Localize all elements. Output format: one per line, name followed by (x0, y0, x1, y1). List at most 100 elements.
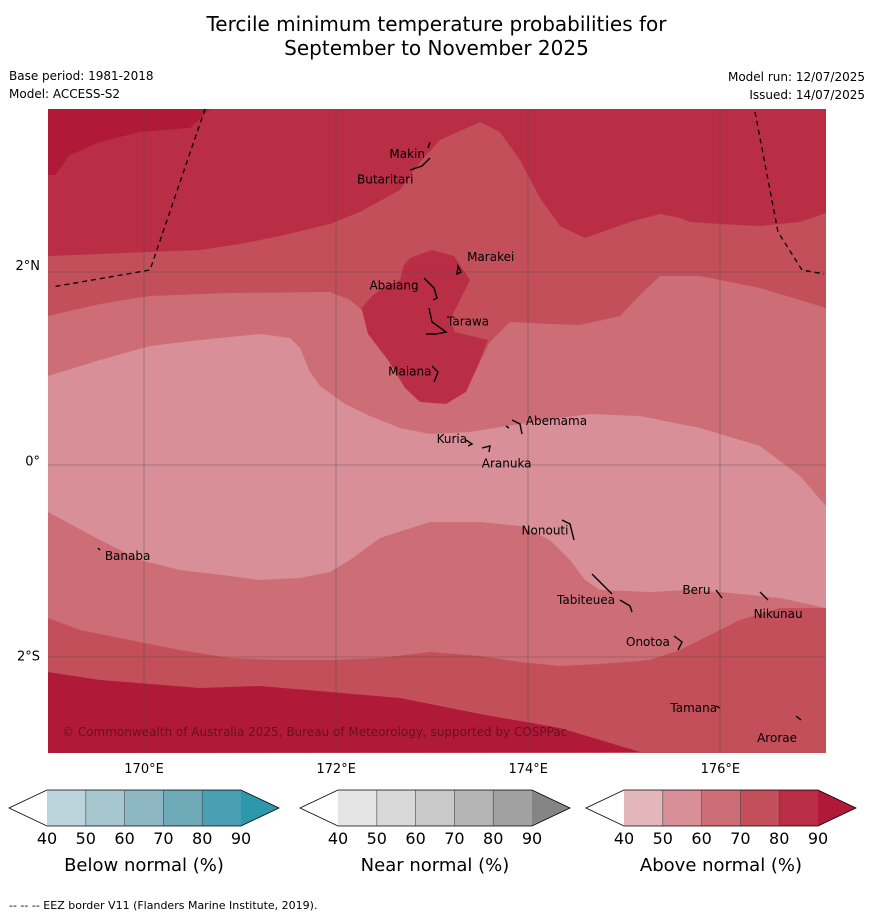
colorbar-segment (701, 790, 741, 826)
eez-border-east (754, 111, 825, 275)
island-label-makin: Makin (389, 147, 425, 161)
island-shape-tabiteuea (591, 573, 633, 613)
colorbar-tick-label: 90 (522, 829, 542, 848)
colorbar-tick-label: 70 (153, 829, 173, 848)
colorbar-1: 40 50 60 70 80 90 Below normal (%) (8, 789, 280, 876)
island-shape-maiana (431, 365, 439, 383)
island-label-onotoa: Onotoa (626, 635, 670, 649)
eez-border-west (51, 108, 206, 288)
colorbar-segment (163, 790, 203, 826)
island-label-marakei: Marakei (467, 250, 514, 264)
lat-tick-label: 2°N (16, 259, 41, 274)
meta-right: Model run: 12/07/2025 Issued: 14/07/2025 (728, 68, 865, 104)
colorbar-segment (779, 790, 818, 826)
latitude-tick-labels: 2°N 0° 2°S (16, 259, 41, 664)
map-copyright: © Commonwealth of Australia 2025, Bureau… (62, 725, 567, 739)
island-label-banaba: Banaba (105, 549, 151, 563)
lon-tick-label: 172°E (316, 762, 356, 777)
island-label-aranuka: Aranuka (482, 457, 532, 471)
island-label-beru: Beru (682, 583, 710, 597)
colorbar-tick-label: 80 (192, 829, 212, 848)
colorbar-outline (8, 789, 280, 827)
model-name: Model: ACCESS-S2 (9, 87, 121, 101)
colorbar-tick-label: 60 (405, 829, 425, 848)
island-shape-abemama (505, 419, 523, 435)
island-shape-butaritari (409, 157, 431, 171)
island-label-abemama: Abemama (526, 414, 587, 428)
colorbar-extension-low (300, 790, 338, 826)
title-line-2: September to November 2025 (284, 36, 589, 60)
colorbar-label: Below normal (%) (64, 855, 224, 876)
island-label-abaiang: Abaiang (369, 279, 418, 293)
colorbar-tick-label: 80 (483, 829, 503, 848)
zone-80-90-north (48, 109, 826, 256)
colorbar-tick-label: 90 (808, 829, 828, 848)
colorbar-segment (85, 790, 125, 826)
colorbar-extension-high (818, 790, 856, 826)
colorbar-tick-label: 40 (37, 829, 57, 848)
island-label-tarawa: Tarawa (446, 315, 489, 329)
island-shape-nikunau (759, 591, 769, 601)
colorbar-tick-label: 40 (328, 829, 348, 848)
colorbar-segment (454, 790, 494, 826)
colorbar-segment (740, 790, 780, 826)
colorbar-outline (585, 789, 857, 827)
colorbar-tick-label: 70 (730, 829, 750, 848)
island-shape-aranuka (481, 445, 491, 453)
island-label-butaritari: Butaritari (357, 172, 414, 186)
colorbar-tick-label: 50 (367, 829, 387, 848)
colorbar-segment (624, 790, 663, 826)
eez-footer-note: -- -- -- EEZ border V11 (Flanders Marine… (9, 899, 318, 912)
island-label-maiana: Maiana (388, 365, 431, 379)
island-label-kuria: Kuria (437, 432, 468, 446)
island-shape-onotoa (673, 635, 683, 651)
colorbar-segment (338, 790, 377, 826)
base-period: Base period: 1981-2018 (9, 69, 154, 83)
island-label-tabiteuea: Tabiteuea (556, 593, 615, 607)
island-shape-kuria (465, 439, 474, 447)
colorbar-3: 40 50 60 70 80 90 Above normal (%) (585, 789, 857, 876)
colorbars: 40 50 60 70 80 90 Below normal (%) 40 50 60 70 80 90… (8, 789, 857, 876)
colorbar-outline (299, 789, 571, 827)
island-label-nonouti: Nonouti (522, 524, 569, 538)
colorbar-label: Near normal (%) (361, 855, 510, 876)
colorbar-extension-low (9, 790, 47, 826)
colorbar-segment (662, 790, 702, 826)
island-label-nikunau: Nikunau (754, 607, 803, 621)
colorbar-extension-high (241, 790, 279, 826)
zone-80-90-tongue (360, 250, 488, 404)
zone-50-60 (48, 334, 826, 608)
island-label-tamana: Tamana (669, 701, 717, 715)
lat-tick-label: 2°S (17, 649, 40, 664)
colorbar-2: 40 50 60 70 80 90 Near normal (%) (299, 789, 571, 876)
lat-tick-label: 0° (25, 454, 40, 469)
colorbar-segment (415, 790, 455, 826)
map-title: Tercile minimum temperature probabilitie… (0, 12, 873, 60)
island-shape-nonouti (561, 519, 575, 541)
meta-left: Base period: 1981-2018 Model: ACCESS-S2 (9, 67, 154, 103)
colorbar-tick-label: 70 (444, 829, 464, 848)
island-shape-arorae (795, 715, 802, 721)
colorbar-tick-label: 80 (769, 829, 789, 848)
colorbar-tick-label: 40 (614, 829, 634, 848)
graticule (48, 109, 826, 753)
colorbar-label: Above normal (%) (640, 855, 802, 876)
island-shape-makin (427, 141, 431, 149)
island-shape-beru (715, 589, 723, 599)
colorbar-tick-label: 60 (691, 829, 711, 848)
zone-90-nw (48, 109, 210, 175)
colorbar-extension-low (586, 790, 624, 826)
colorbar-tick-label: 50 (653, 829, 673, 848)
model-run: Model run: 12/07/2025 (727, 70, 865, 84)
lon-tick-label: 176°E (701, 762, 741, 777)
colorbar-tick-label: 60 (114, 829, 134, 848)
longitude-tick-labels: 170°E 172°E 174°E 176°E (124, 762, 740, 777)
colorbar-tick-label: 50 (76, 829, 96, 848)
island-shape-abaiang (423, 277, 438, 301)
lon-tick-label: 174°E (508, 762, 548, 777)
island-shape-tamana (715, 705, 721, 709)
colorbar-segment (124, 790, 164, 826)
colorbar-segment (202, 790, 241, 826)
colorbar-segment (376, 790, 416, 826)
